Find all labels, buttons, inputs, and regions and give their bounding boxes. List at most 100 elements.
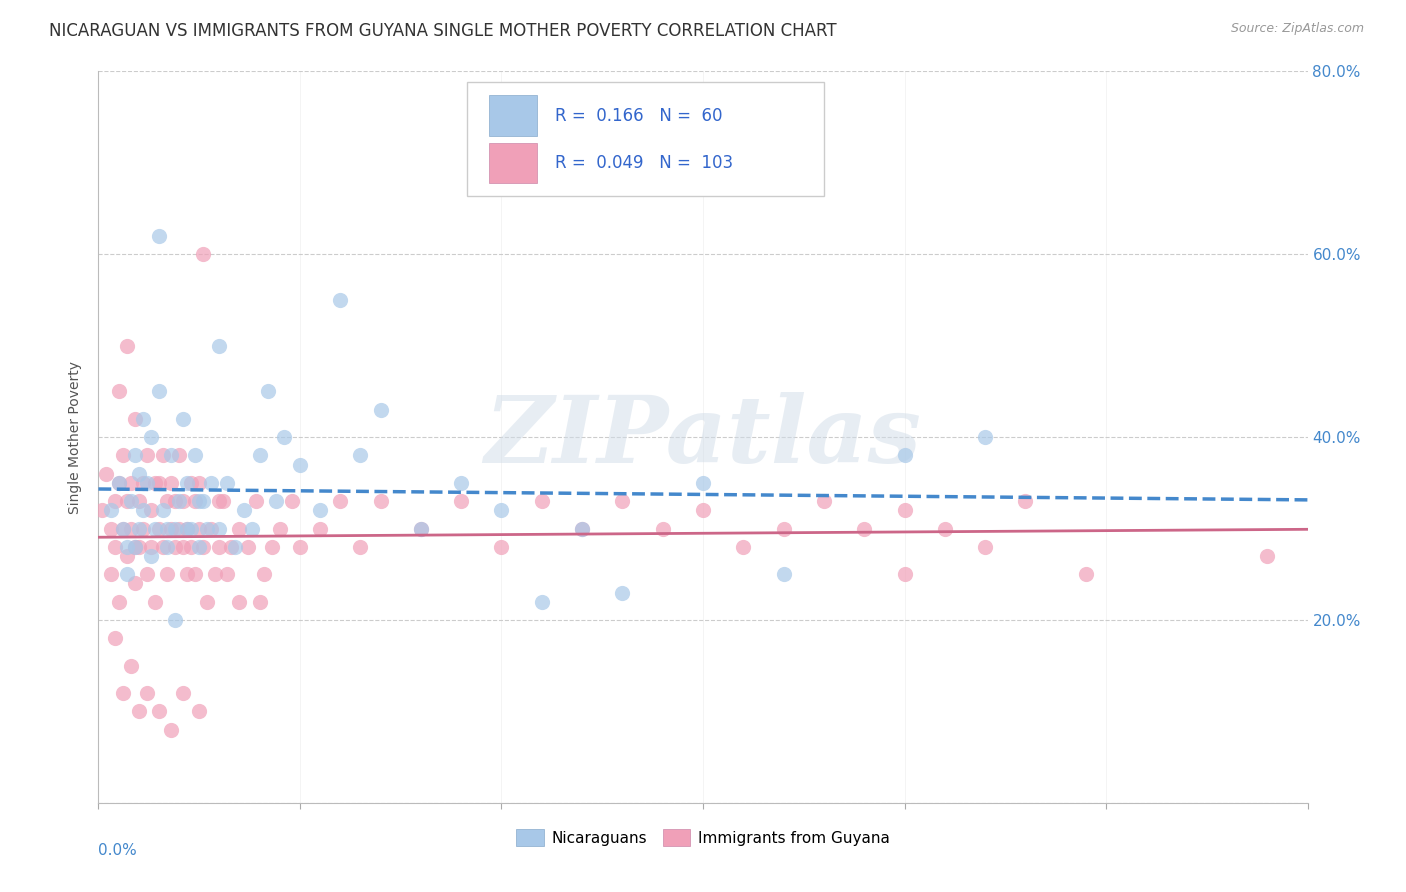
Point xyxy=(100,567,122,582)
Point xyxy=(571,521,593,535)
Point xyxy=(120,494,142,508)
Point xyxy=(349,540,371,554)
Point xyxy=(143,521,166,535)
Point xyxy=(156,567,179,582)
Text: Source: ZipAtlas.com: Source: ZipAtlas.com xyxy=(1230,22,1364,36)
Point xyxy=(107,594,129,608)
Point xyxy=(195,521,218,535)
Point xyxy=(156,494,179,508)
Point xyxy=(148,521,170,535)
Point xyxy=(120,521,142,535)
Point xyxy=(853,521,876,535)
Point xyxy=(349,448,371,462)
Point xyxy=(152,503,174,517)
Point xyxy=(571,521,593,535)
Point xyxy=(184,494,207,508)
Point xyxy=(974,430,997,444)
Point xyxy=(530,494,553,508)
Point xyxy=(167,494,190,508)
Point xyxy=(269,521,291,535)
Point xyxy=(195,594,218,608)
Point xyxy=(1074,567,1097,582)
Point xyxy=(813,494,835,508)
Point xyxy=(172,540,194,554)
Point xyxy=(143,594,166,608)
Text: R =  0.166   N =  60: R = 0.166 N = 60 xyxy=(555,107,723,125)
Point xyxy=(124,540,146,554)
Point xyxy=(103,494,125,508)
Point xyxy=(180,540,202,554)
Point xyxy=(132,475,155,490)
Point xyxy=(264,494,287,508)
Point xyxy=(152,448,174,462)
Text: 0.0%: 0.0% xyxy=(98,843,138,858)
Point xyxy=(120,658,142,673)
Point xyxy=(107,475,129,490)
Point xyxy=(329,494,352,508)
Point xyxy=(309,521,332,535)
Point xyxy=(249,448,271,462)
Point xyxy=(200,475,222,490)
Point xyxy=(288,540,311,554)
Point xyxy=(128,494,150,508)
Point xyxy=(148,475,170,490)
Point xyxy=(934,521,956,535)
Point xyxy=(135,567,157,582)
Point xyxy=(163,521,186,535)
Point xyxy=(188,494,211,508)
Point xyxy=(91,503,114,517)
Point xyxy=(188,521,211,535)
Point xyxy=(107,384,129,399)
Point xyxy=(135,475,157,490)
Point xyxy=(288,458,311,472)
Point xyxy=(160,723,183,737)
Point xyxy=(111,521,134,535)
Text: NICARAGUAN VS IMMIGRANTS FROM GUYANA SINGLE MOTHER POVERTY CORRELATION CHART: NICARAGUAN VS IMMIGRANTS FROM GUYANA SIN… xyxy=(49,22,837,40)
Point xyxy=(176,521,198,535)
Point xyxy=(772,567,794,582)
Point xyxy=(245,494,267,508)
Point xyxy=(208,540,231,554)
Point xyxy=(135,686,157,700)
Point xyxy=(163,540,186,554)
Point xyxy=(232,503,254,517)
Point xyxy=(180,521,202,535)
Point xyxy=(409,521,432,535)
Point xyxy=(188,540,211,554)
Y-axis label: Single Mother Poverty: Single Mother Poverty xyxy=(69,360,83,514)
Point xyxy=(208,338,231,352)
Point xyxy=(124,576,146,591)
Point xyxy=(281,494,304,508)
Point xyxy=(612,494,634,508)
Point xyxy=(172,686,194,700)
Point xyxy=(240,521,263,535)
Point xyxy=(253,567,276,582)
Point xyxy=(115,540,138,554)
Point xyxy=(217,567,239,582)
Bar xyxy=(489,95,537,136)
Point xyxy=(111,448,134,462)
Point xyxy=(228,521,250,535)
Point xyxy=(1014,494,1036,508)
Bar xyxy=(489,143,537,183)
Point xyxy=(180,475,202,490)
Point xyxy=(163,613,186,627)
Point xyxy=(115,338,138,352)
Point xyxy=(772,521,794,535)
Point xyxy=(160,475,183,490)
Point xyxy=(692,475,714,490)
Point xyxy=(111,521,134,535)
Point xyxy=(193,247,215,261)
Point xyxy=(156,540,179,554)
Point xyxy=(152,540,174,554)
Text: ZIPatlas: ZIPatlas xyxy=(485,392,921,482)
Point xyxy=(160,448,183,462)
Point xyxy=(172,494,194,508)
Point xyxy=(309,503,332,517)
Point xyxy=(200,521,222,535)
Point xyxy=(273,430,295,444)
Point xyxy=(124,540,146,554)
Point xyxy=(733,540,755,554)
Point xyxy=(124,448,146,462)
Point xyxy=(103,632,125,646)
